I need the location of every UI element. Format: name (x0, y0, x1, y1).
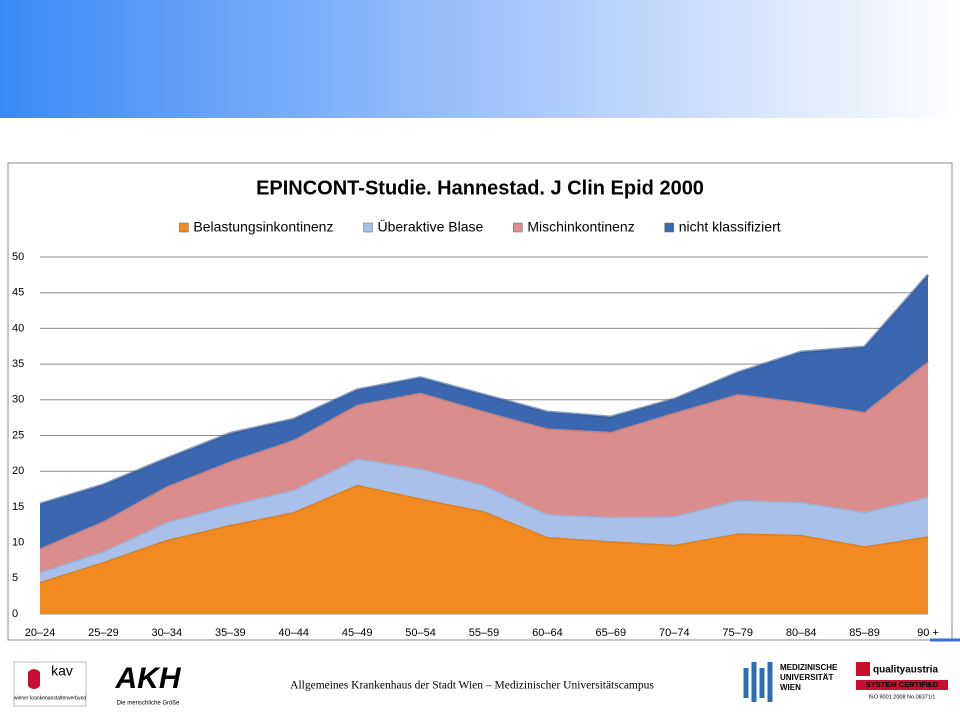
legend-item: nicht klassifiziert (664, 219, 781, 235)
akh-logo: AKH Die menschliche Größe (115, 662, 182, 707)
area (40, 458, 928, 582)
logo-mark (856, 662, 870, 676)
x-tick-label: 90 + (917, 627, 939, 639)
header-band (0, 0, 960, 118)
x-tick-label: 85–89 (849, 627, 880, 639)
x-tick-label: 45–49 (342, 627, 373, 639)
logo-text: UNIVERSITÄT (780, 673, 833, 682)
y-tick-label: 45 (12, 287, 24, 299)
x-tick-label: 60–64 (532, 627, 563, 639)
legend-item: Belastungsinkontinenz (179, 219, 333, 235)
x-tick-label: 80–84 (786, 627, 817, 639)
area (40, 361, 928, 572)
logo-text: SYSTEM CERTIFIED (866, 680, 939, 689)
chart-title: EPINCONT-Studie. Hannestad. J Clin Epid … (256, 177, 704, 199)
legend-item: Mischinkontinenz (513, 219, 635, 235)
y-tick-label: 0 (12, 608, 18, 620)
legend-label: Überaktive Blase (377, 218, 483, 235)
logo-text: kav (51, 663, 73, 679)
legend-label: Mischinkontinenz (527, 219, 634, 235)
x-tick-label: 65–69 (596, 627, 627, 639)
x-tick-label: 20–24 (25, 627, 56, 639)
legend-swatch (513, 222, 523, 233)
meduni-logo: MEDIZINISCHE UNIVERSITÄT WIEN (743, 662, 838, 702)
quality-logo: qualityaustria SYSTEM CERTIFIED ISO 9001… (856, 662, 948, 700)
x-tick-label: 50–54 (405, 627, 436, 639)
logo-text: AKH (115, 662, 182, 695)
area-edge (39, 273, 930, 506)
logo-text: Die menschliche Größe (117, 701, 180, 707)
y-tick-label: 10 (12, 537, 24, 549)
x-tick-label: 70–74 (659, 627, 690, 639)
logo-shield (28, 669, 40, 689)
x-tick-label: 30–34 (152, 627, 183, 639)
legend-swatch (363, 222, 373, 233)
logo-text: WIEN (780, 683, 801, 692)
x-tick-label: 35–39 (215, 627, 246, 639)
legend-swatch (179, 222, 189, 233)
logo-text: qualityaustria (873, 665, 938, 676)
y-tick-label: 15 (12, 501, 24, 513)
y-tick-label: 50 (12, 251, 24, 263)
legend-label: nicht klassifiziert (679, 219, 781, 235)
y-tick-label: 5 (12, 572, 18, 584)
x-tick-label: 25–29 (88, 627, 119, 639)
y-tick-label: 35 (12, 358, 24, 370)
y-tick-label: 25 (12, 429, 24, 441)
legend-label: Belastungsinkontinenz (193, 219, 333, 235)
logo-mark (743, 662, 773, 702)
logo-text: ISO 9001:2008 No.08371/1 (869, 694, 936, 700)
logo-box (13, 661, 87, 707)
logo-band (856, 680, 948, 690)
y-tick-label: 30 (12, 394, 24, 406)
logo-text: wiener krankenanstaltenverbund (14, 695, 86, 701)
y-tick-label: 40 (12, 322, 24, 334)
legend: Belastungsinkontinenz Überaktive Blase Mis… (179, 218, 781, 235)
plot: 0 5 10 15 20 25 30 35 40 45 50 20–24 25–29 30–34 35–39… (12, 251, 939, 639)
logo-text: MEDIZINISCHE (780, 663, 838, 672)
legend-swatch (664, 222, 674, 233)
y-tick-label: 20 (12, 465, 24, 477)
x-tick-label: 40–44 (278, 627, 309, 639)
legend-item: Überaktive Blase (363, 218, 484, 235)
area (40, 484, 928, 614)
x-tick-label: 55–59 (469, 627, 500, 639)
footer-text: Allgemeines Krankenhaus der Stadt Wien –… (290, 680, 654, 692)
kav-logo: kav wiener krankenanstaltenverbund (13, 661, 87, 707)
x-tick-label: 75–79 (722, 627, 753, 639)
